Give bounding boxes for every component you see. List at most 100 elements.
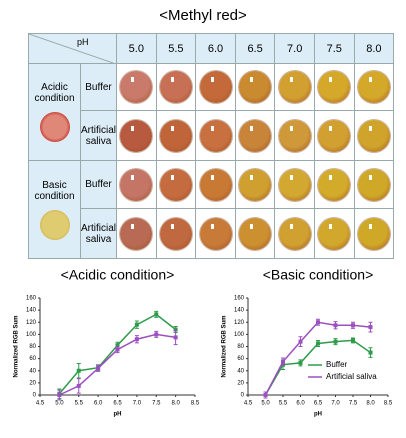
corner-cell: pH (27, 33, 118, 64)
marker (115, 343, 120, 348)
chart-title: <Acidic condition> (61, 267, 175, 283)
swatch-cell (274, 110, 315, 161)
y-tick-label: 0 (33, 393, 37, 399)
swatch-cell (116, 160, 157, 209)
swatch (278, 217, 311, 250)
swatch (278, 71, 311, 103)
swatch-cell (313, 110, 355, 161)
swatch (318, 217, 351, 250)
marker (351, 323, 355, 328)
legend-label: Artificial saliva (326, 372, 377, 381)
table-row: Basic condition Buffer (28, 160, 395, 259)
marker (173, 335, 178, 340)
swatch (278, 119, 311, 152)
x-tick-label: 5.5 (279, 401, 288, 407)
series-line (264, 321, 371, 396)
y-tick-label: 60 (29, 356, 36, 362)
x-tick-label: 6.5 (314, 401, 323, 407)
x-axis-label: pH (314, 412, 322, 418)
swatch-cell (313, 160, 355, 209)
swatch (278, 168, 311, 201)
swatch (318, 119, 351, 152)
column-header: 7.5 (313, 33, 355, 64)
swatch-cell (234, 63, 276, 111)
y-tick-label: 140 (26, 308, 37, 314)
figure-title: <Methyl red> (159, 7, 247, 24)
y-tick-label: 80 (29, 344, 36, 350)
y-tick-label: 100 (26, 332, 37, 338)
swatch (159, 217, 192, 250)
swatch (318, 71, 351, 103)
marker (76, 368, 81, 373)
y-tick-label: 120 (26, 320, 37, 326)
y-tick-label: 60 (237, 356, 244, 362)
y-tick-label: 120 (234, 320, 245, 326)
swatch (159, 119, 192, 152)
x-tick-label: 5.0 (55, 401, 64, 407)
row-label: Buffer (79, 63, 118, 111)
series-line (58, 313, 177, 395)
swatch-cell (195, 208, 236, 259)
y-tick-label: 0 (241, 393, 245, 399)
swatch-cell (313, 208, 355, 259)
x-tick-label: 6.5 (113, 401, 122, 407)
group-label: Acidic condition (34, 82, 75, 104)
swatch (120, 217, 153, 250)
table-row: Artificial saliva (29, 110, 395, 161)
marker (351, 338, 355, 343)
y-tick-label: 160 (26, 296, 37, 302)
swatch-cell (353, 208, 395, 259)
marker (154, 312, 159, 317)
x-tick-label: 5.5 (75, 401, 84, 407)
x-tick-label: 8.0 (366, 401, 375, 407)
x-tick-label: 7.5 (152, 401, 161, 407)
marker (154, 332, 159, 337)
marker (57, 393, 62, 397)
swatch-cell (116, 63, 157, 111)
swatch (120, 168, 153, 201)
series-line (264, 339, 371, 396)
marker (263, 393, 268, 397)
y-tick-label: 40 (237, 368, 244, 374)
swatch (159, 168, 192, 201)
swatch (159, 71, 192, 103)
swatch (357, 119, 390, 152)
swatch (239, 217, 272, 250)
swatch-cell (353, 110, 395, 161)
marker (368, 325, 373, 330)
swatch-cell (155, 63, 197, 111)
swatch (199, 71, 232, 103)
condition-swatch (39, 112, 70, 142)
marker (134, 322, 139, 327)
marker (368, 350, 373, 355)
legend-label: Buffer (326, 360, 348, 369)
row-label: Artificial saliva (79, 110, 118, 161)
x-tick-label: 8.0 (171, 401, 180, 407)
swatch (357, 217, 390, 250)
swatch (357, 71, 390, 103)
x-tick-label: 7.0 (133, 401, 142, 407)
marker (298, 360, 303, 365)
x-axis-label: pH (114, 412, 122, 418)
color-table: pH 5.0 5.5 6.0 6.5 7.0 7.5 8.0 Acidic conditio… (27, 33, 395, 259)
marker (173, 327, 178, 332)
marker (316, 341, 320, 346)
swatch-cell (313, 63, 355, 111)
y-tick-label: 20 (29, 380, 36, 386)
condition-swatch (39, 209, 70, 240)
x-tick-label: 4.5 (244, 401, 253, 407)
x-tick-label: 8.5 (384, 401, 393, 407)
swatch (199, 168, 232, 201)
x-tick-label: 7.0 (331, 401, 340, 407)
swatch-cell (353, 63, 395, 111)
swatch-cell (155, 110, 197, 161)
diagonal (29, 34, 116, 64)
x-tick-label: 6.0 (94, 401, 103, 407)
x-tick-label: 4.5 (36, 401, 45, 407)
marker (316, 320, 320, 325)
marker (115, 347, 120, 352)
y-tick-label: 80 (237, 344, 244, 350)
y-tick-label: 140 (234, 308, 245, 314)
